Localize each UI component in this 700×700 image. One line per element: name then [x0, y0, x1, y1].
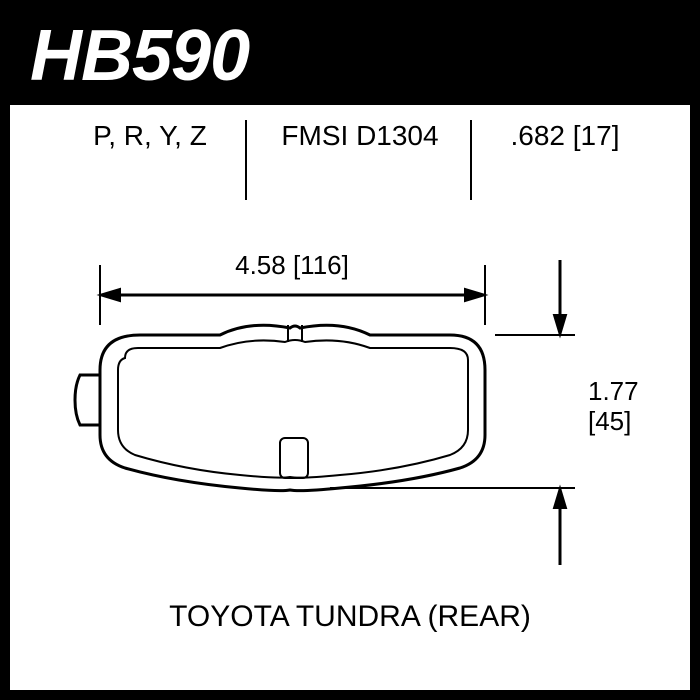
height-label-line1: 1.77 — [588, 376, 639, 406]
spec-compounds: P, R, Y, Z — [60, 120, 240, 152]
brake-pad-shape — [75, 325, 485, 491]
spec-divider — [470, 120, 472, 200]
spec-row: P, R, Y, Z FMSI D1304 .682 [17] — [20, 120, 680, 190]
height-dimension — [330, 260, 575, 565]
product-name-label: TOYOTA TUNDRA (REAR) — [0, 600, 700, 634]
brake-pad-diagram: 4.58 [116] 1.77 — [20, 220, 680, 620]
spec-divider — [245, 120, 247, 200]
part-number-text: HB590 — [30, 16, 249, 96]
product-name-text: TOYOTA TUNDRA (REAR) — [169, 600, 531, 633]
width-label: 4.58 [116] — [235, 250, 349, 280]
spec-fmsi: FMSI D1304 — [250, 120, 470, 152]
height-label-line2: [45] — [588, 406, 631, 436]
part-number-header: HB590 — [10, 10, 690, 105]
spec-thickness: .682 [17] — [480, 120, 650, 152]
